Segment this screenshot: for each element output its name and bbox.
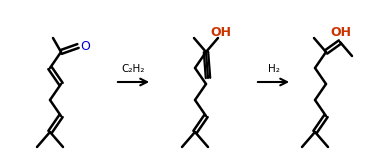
Text: O: O xyxy=(80,40,90,52)
Text: OH: OH xyxy=(210,25,231,39)
Text: H₂: H₂ xyxy=(268,64,280,74)
Text: C₂H₂: C₂H₂ xyxy=(122,64,145,74)
Text: OH: OH xyxy=(330,25,351,39)
